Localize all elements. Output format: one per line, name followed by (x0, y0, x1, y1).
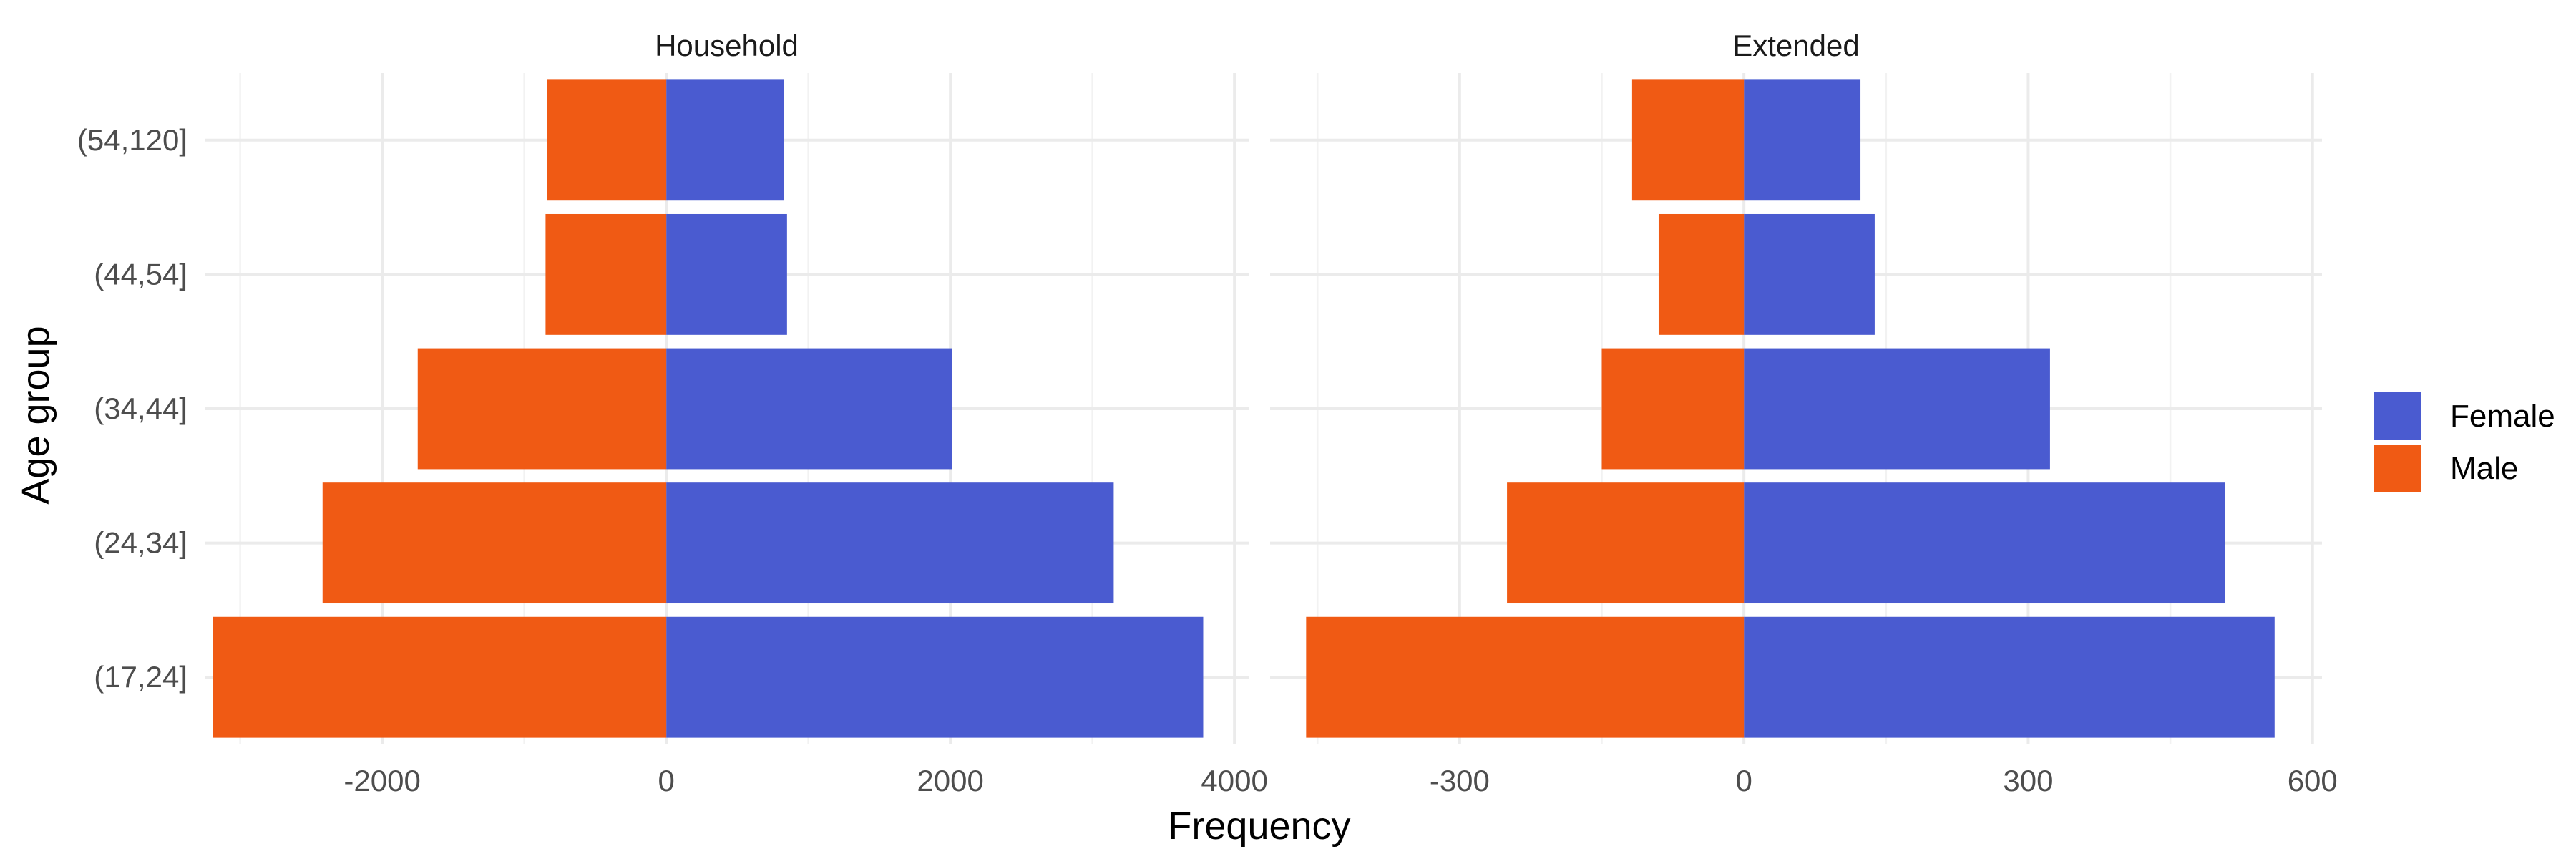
y-axis-ticks: (17,24] (24,34] (34,44] (44,54] (54,120] (77, 123, 187, 694)
bar-male-3 (545, 213, 667, 335)
bar-female-4 (666, 79, 784, 201)
y-axis-title: Age group (14, 326, 57, 504)
panel-title: Extended (1732, 29, 1859, 62)
legend-swatch (2374, 445, 2421, 492)
x-tick-label: -300 (1430, 764, 1490, 797)
bar-female-2 (1744, 348, 2050, 470)
x-axis-title: Frequency (1168, 805, 1350, 848)
bar-female-0 (666, 616, 1204, 738)
bar-female-3 (1744, 213, 1875, 335)
bar-male-0 (213, 616, 667, 738)
legend-item-male: Male (2374, 445, 2518, 492)
legend-label: Female (2450, 399, 2555, 434)
legend: Female Male (2374, 392, 2555, 492)
y-tick-label: (54,120] (77, 123, 187, 157)
y-tick-label: (24,34] (94, 526, 187, 560)
legend-label: Male (2450, 451, 2518, 486)
y-tick-label: (17,24] (94, 660, 187, 694)
bar-male-2 (1601, 348, 1745, 470)
y-tick-label: (44,54] (94, 257, 187, 291)
bar-male-3 (1658, 213, 1745, 335)
panel-title: Household (655, 29, 799, 62)
bar-female-1 (1744, 482, 2225, 604)
bar-male-0 (1306, 616, 1745, 738)
bar-female-3 (666, 213, 787, 335)
bar-female-2 (666, 348, 952, 470)
legend-item-female: Female (2374, 392, 2555, 440)
x-tick-label: 600 (2288, 764, 2338, 797)
panel-1: -300 0 300 600 Extended (1270, 29, 2338, 797)
panel-0: -2000 0 2000 4000 Household (205, 29, 1268, 797)
x-tick-label: 4000 (1201, 764, 1267, 797)
x-tick-label: 0 (1735, 764, 1752, 797)
bar-female-4 (1744, 79, 1861, 201)
y-tick-label: (34,44] (94, 392, 187, 425)
legend-swatch (2374, 392, 2421, 440)
bar-male-1 (1507, 482, 1745, 604)
bar-male-4 (547, 79, 667, 201)
x-tick-label: 300 (2003, 764, 2053, 797)
bar-female-1 (666, 482, 1114, 604)
bar-male-4 (1631, 79, 1745, 201)
panels: -2000 0 2000 4000 Household -300 0 300 600 Extend… (205, 29, 2338, 797)
x-tick-label: 2000 (917, 764, 983, 797)
bar-female-0 (1744, 616, 2275, 738)
bar-male-1 (322, 482, 667, 604)
x-tick-label: 0 (658, 764, 674, 797)
x-tick-label: -2000 (343, 764, 420, 797)
bar-male-2 (417, 348, 667, 470)
